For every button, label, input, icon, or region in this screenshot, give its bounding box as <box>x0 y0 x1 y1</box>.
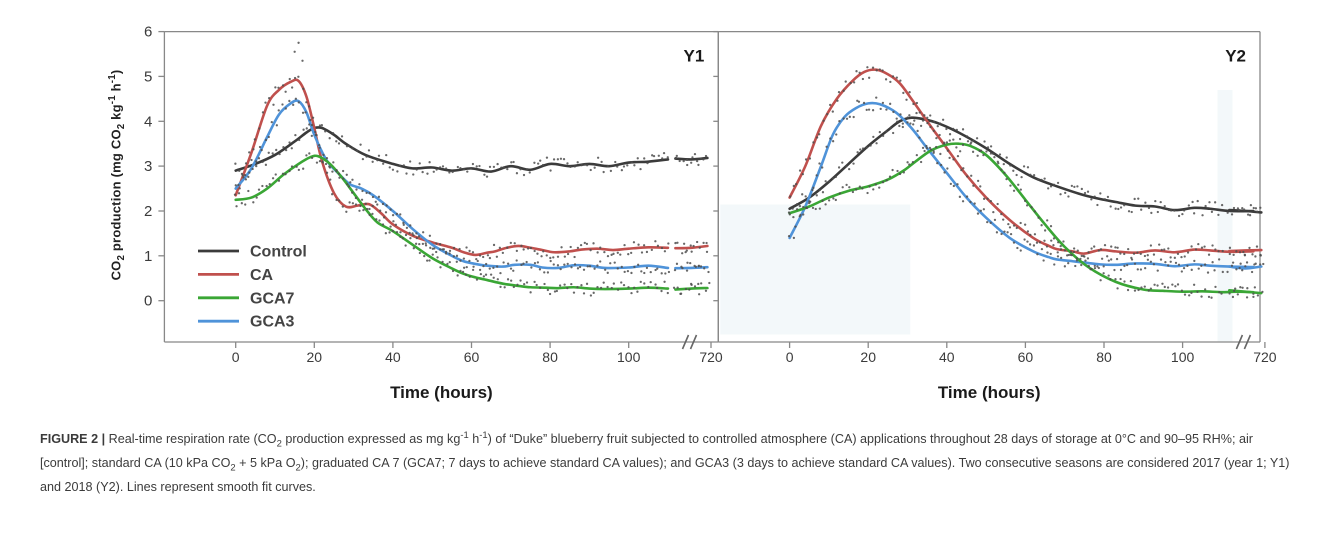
svg-text:80: 80 <box>542 349 558 365</box>
svg-text:Y1: Y1 <box>684 47 705 66</box>
svg-text:5: 5 <box>144 68 152 85</box>
svg-text:Y2: Y2 <box>1225 47 1246 66</box>
svg-text:60: 60 <box>1018 349 1034 365</box>
svg-text:2: 2 <box>144 203 152 220</box>
svg-text:80: 80 <box>1096 349 1112 365</box>
svg-text:6: 6 <box>144 24 152 41</box>
svg-text:60: 60 <box>464 349 480 365</box>
svg-text:20: 20 <box>307 349 323 365</box>
svg-text:CA: CA <box>250 267 274 284</box>
svg-text:3: 3 <box>144 158 152 175</box>
svg-text:720: 720 <box>1253 349 1277 365</box>
svg-text:100: 100 <box>1171 349 1195 365</box>
svg-text:0: 0 <box>144 293 152 310</box>
svg-text:1: 1 <box>144 248 152 265</box>
svg-text:4: 4 <box>144 113 152 130</box>
svg-text:0: 0 <box>786 349 794 365</box>
svg-text:100: 100 <box>617 349 641 365</box>
svg-text:40: 40 <box>385 349 401 365</box>
svg-text:GCA7: GCA7 <box>250 290 295 307</box>
svg-text:0: 0 <box>232 349 240 365</box>
svg-text:GCA3: GCA3 <box>250 314 295 331</box>
svg-text:720: 720 <box>699 349 723 365</box>
svg-text:20: 20 <box>860 349 876 365</box>
svg-text:40: 40 <box>939 349 955 365</box>
svg-text:Control: Control <box>250 244 307 261</box>
